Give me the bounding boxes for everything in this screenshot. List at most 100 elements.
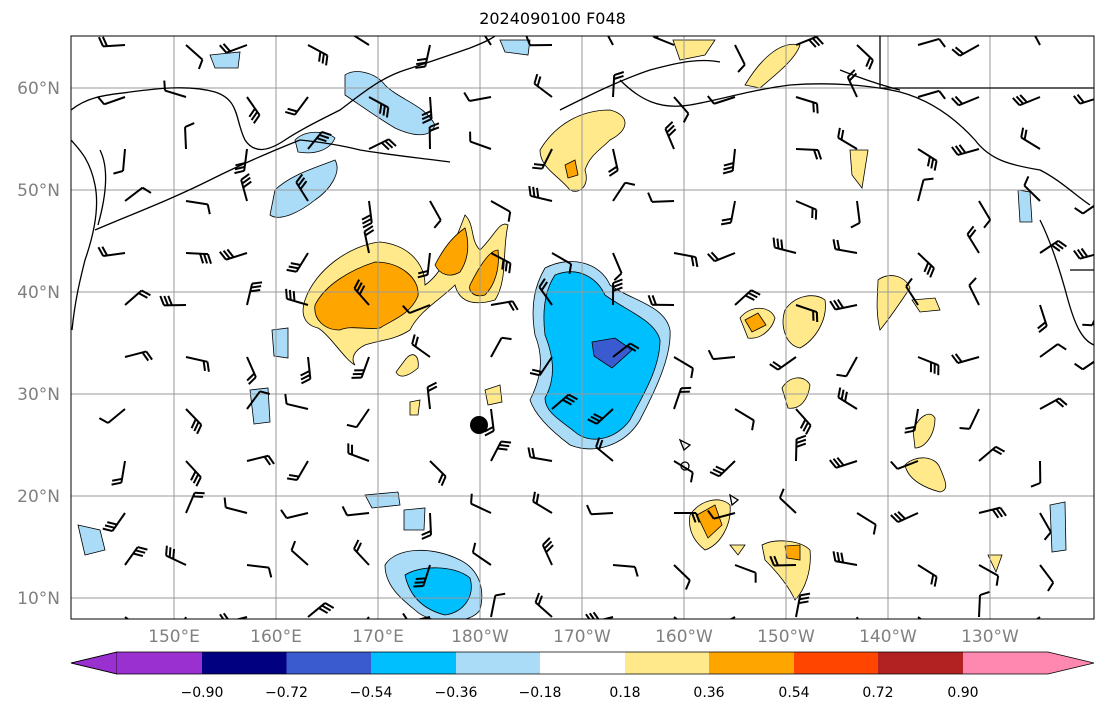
wind-barb [978, 506, 1007, 519]
wind-barb [795, 408, 812, 435]
wind-barb [97, 96, 126, 106]
wind-barb [856, 44, 874, 70]
wind-barb [795, 36, 824, 48]
colorbar-segment [625, 652, 709, 674]
wind-barb [413, 564, 431, 588]
wind-barb [1039, 343, 1067, 358]
wind-barb [734, 44, 746, 73]
wind-barb [240, 173, 252, 202]
wind-barb [223, 497, 248, 514]
wind-barb [586, 504, 614, 516]
wind-barb [1037, 304, 1048, 333]
wind-barb [286, 252, 309, 273]
colorbar-segment [963, 652, 1048, 674]
wind-barb [102, 512, 126, 533]
colorbar-label: −0.72 [265, 685, 308, 701]
lat-labels: 60°N 50°N 40°N 30°N 20°N 10°N [17, 79, 60, 609]
wind-barb [113, 148, 126, 175]
wind-barb [795, 200, 818, 220]
wind-barb [917, 89, 946, 100]
wind-barb [1101, 495, 1105, 513]
wind-barb [426, 381, 438, 410]
wind-barb [280, 509, 309, 520]
lon-label: 180°W [451, 627, 509, 647]
wind-barb [428, 122, 440, 150]
wind-barb [595, 437, 614, 462]
wind-barb [905, 277, 919, 306]
wind-barb [722, 148, 736, 175]
wind-barb [829, 456, 858, 469]
colorbar-segment [540, 652, 625, 674]
wind-barb [1039, 397, 1068, 410]
wind-barb [532, 491, 553, 514]
wind-barb [673, 460, 694, 483]
wind-barb [612, 342, 640, 358]
wind-barb [707, 251, 736, 263]
lon-label: 150°E [148, 627, 200, 647]
wind-barb [707, 509, 736, 520]
wind-barb [707, 349, 736, 361]
wind-barb [1074, 204, 1094, 215]
wind-barb [917, 177, 934, 202]
lon-label: 140°W [859, 627, 917, 647]
wind-barb [490, 440, 512, 462]
wind-barb [490, 252, 512, 274]
wind-barb [850, 200, 861, 229]
wind-barb [286, 460, 309, 482]
wind-barb [351, 356, 370, 379]
colorbar-segment [878, 652, 963, 674]
lon-label: 170°E [352, 627, 404, 647]
wind-barb [1034, 36, 1041, 46]
wind-barb [1030, 460, 1042, 488]
wind-barb [97, 246, 126, 258]
wind-barb [652, 36, 675, 46]
wind-barb [1073, 247, 1094, 260]
lon-label: 130°W [961, 627, 1019, 647]
colorbar-label: −0.36 [435, 685, 478, 701]
wind-barb [978, 564, 1000, 586]
lat-label: 50°N [17, 181, 60, 201]
wind-barb [587, 408, 614, 425]
wind-barb [284, 96, 309, 116]
wind-barb [538, 278, 553, 306]
wind-barb [795, 148, 823, 160]
map-title: 2024090100 F048 [479, 9, 626, 28]
wind-barb [846, 69, 858, 98]
wind-barb [707, 95, 736, 105]
wind-barb [159, 295, 187, 307]
wind-barb [1101, 387, 1105, 409]
wind-barb [551, 393, 578, 410]
wind-barb [184, 122, 195, 150]
wind-barb [769, 356, 797, 371]
wind-barb [528, 185, 553, 202]
lon-label: 160°W [655, 627, 713, 647]
wind-barb [795, 434, 807, 462]
lat-label: 30°N [17, 385, 60, 405]
wind-barb [368, 96, 390, 118]
colorbar: −0.90 −0.72 −0.54 −0.36 −0.18 0.18 0.36 … [70, 651, 1095, 701]
wind-barb [1012, 94, 1041, 107]
wind-barb [832, 551, 858, 566]
colorbar-segment [709, 652, 794, 674]
wind-barb [1101, 45, 1105, 72]
wind-barb [541, 537, 554, 566]
lon-label: 150°W [757, 627, 815, 647]
wind-barb [734, 289, 761, 306]
wind-barb [463, 91, 492, 103]
storm-center-marker [470, 416, 488, 434]
wind-barb [978, 590, 990, 618]
wind-barb [673, 356, 694, 379]
wind-barb [185, 252, 212, 264]
wind-barb [347, 443, 370, 462]
wind-barb [111, 460, 126, 486]
wind-barb [185, 491, 205, 514]
wind-barb [402, 612, 431, 619]
wind-barb [917, 252, 935, 278]
colorbar-label: 0.18 [609, 685, 640, 701]
wind-barb [124, 616, 130, 619]
wind-barb [829, 298, 858, 311]
wind-barb [612, 564, 639, 577]
wind-barb [769, 555, 797, 567]
wind-barb [185, 460, 202, 487]
wind-barb [612, 181, 636, 202]
